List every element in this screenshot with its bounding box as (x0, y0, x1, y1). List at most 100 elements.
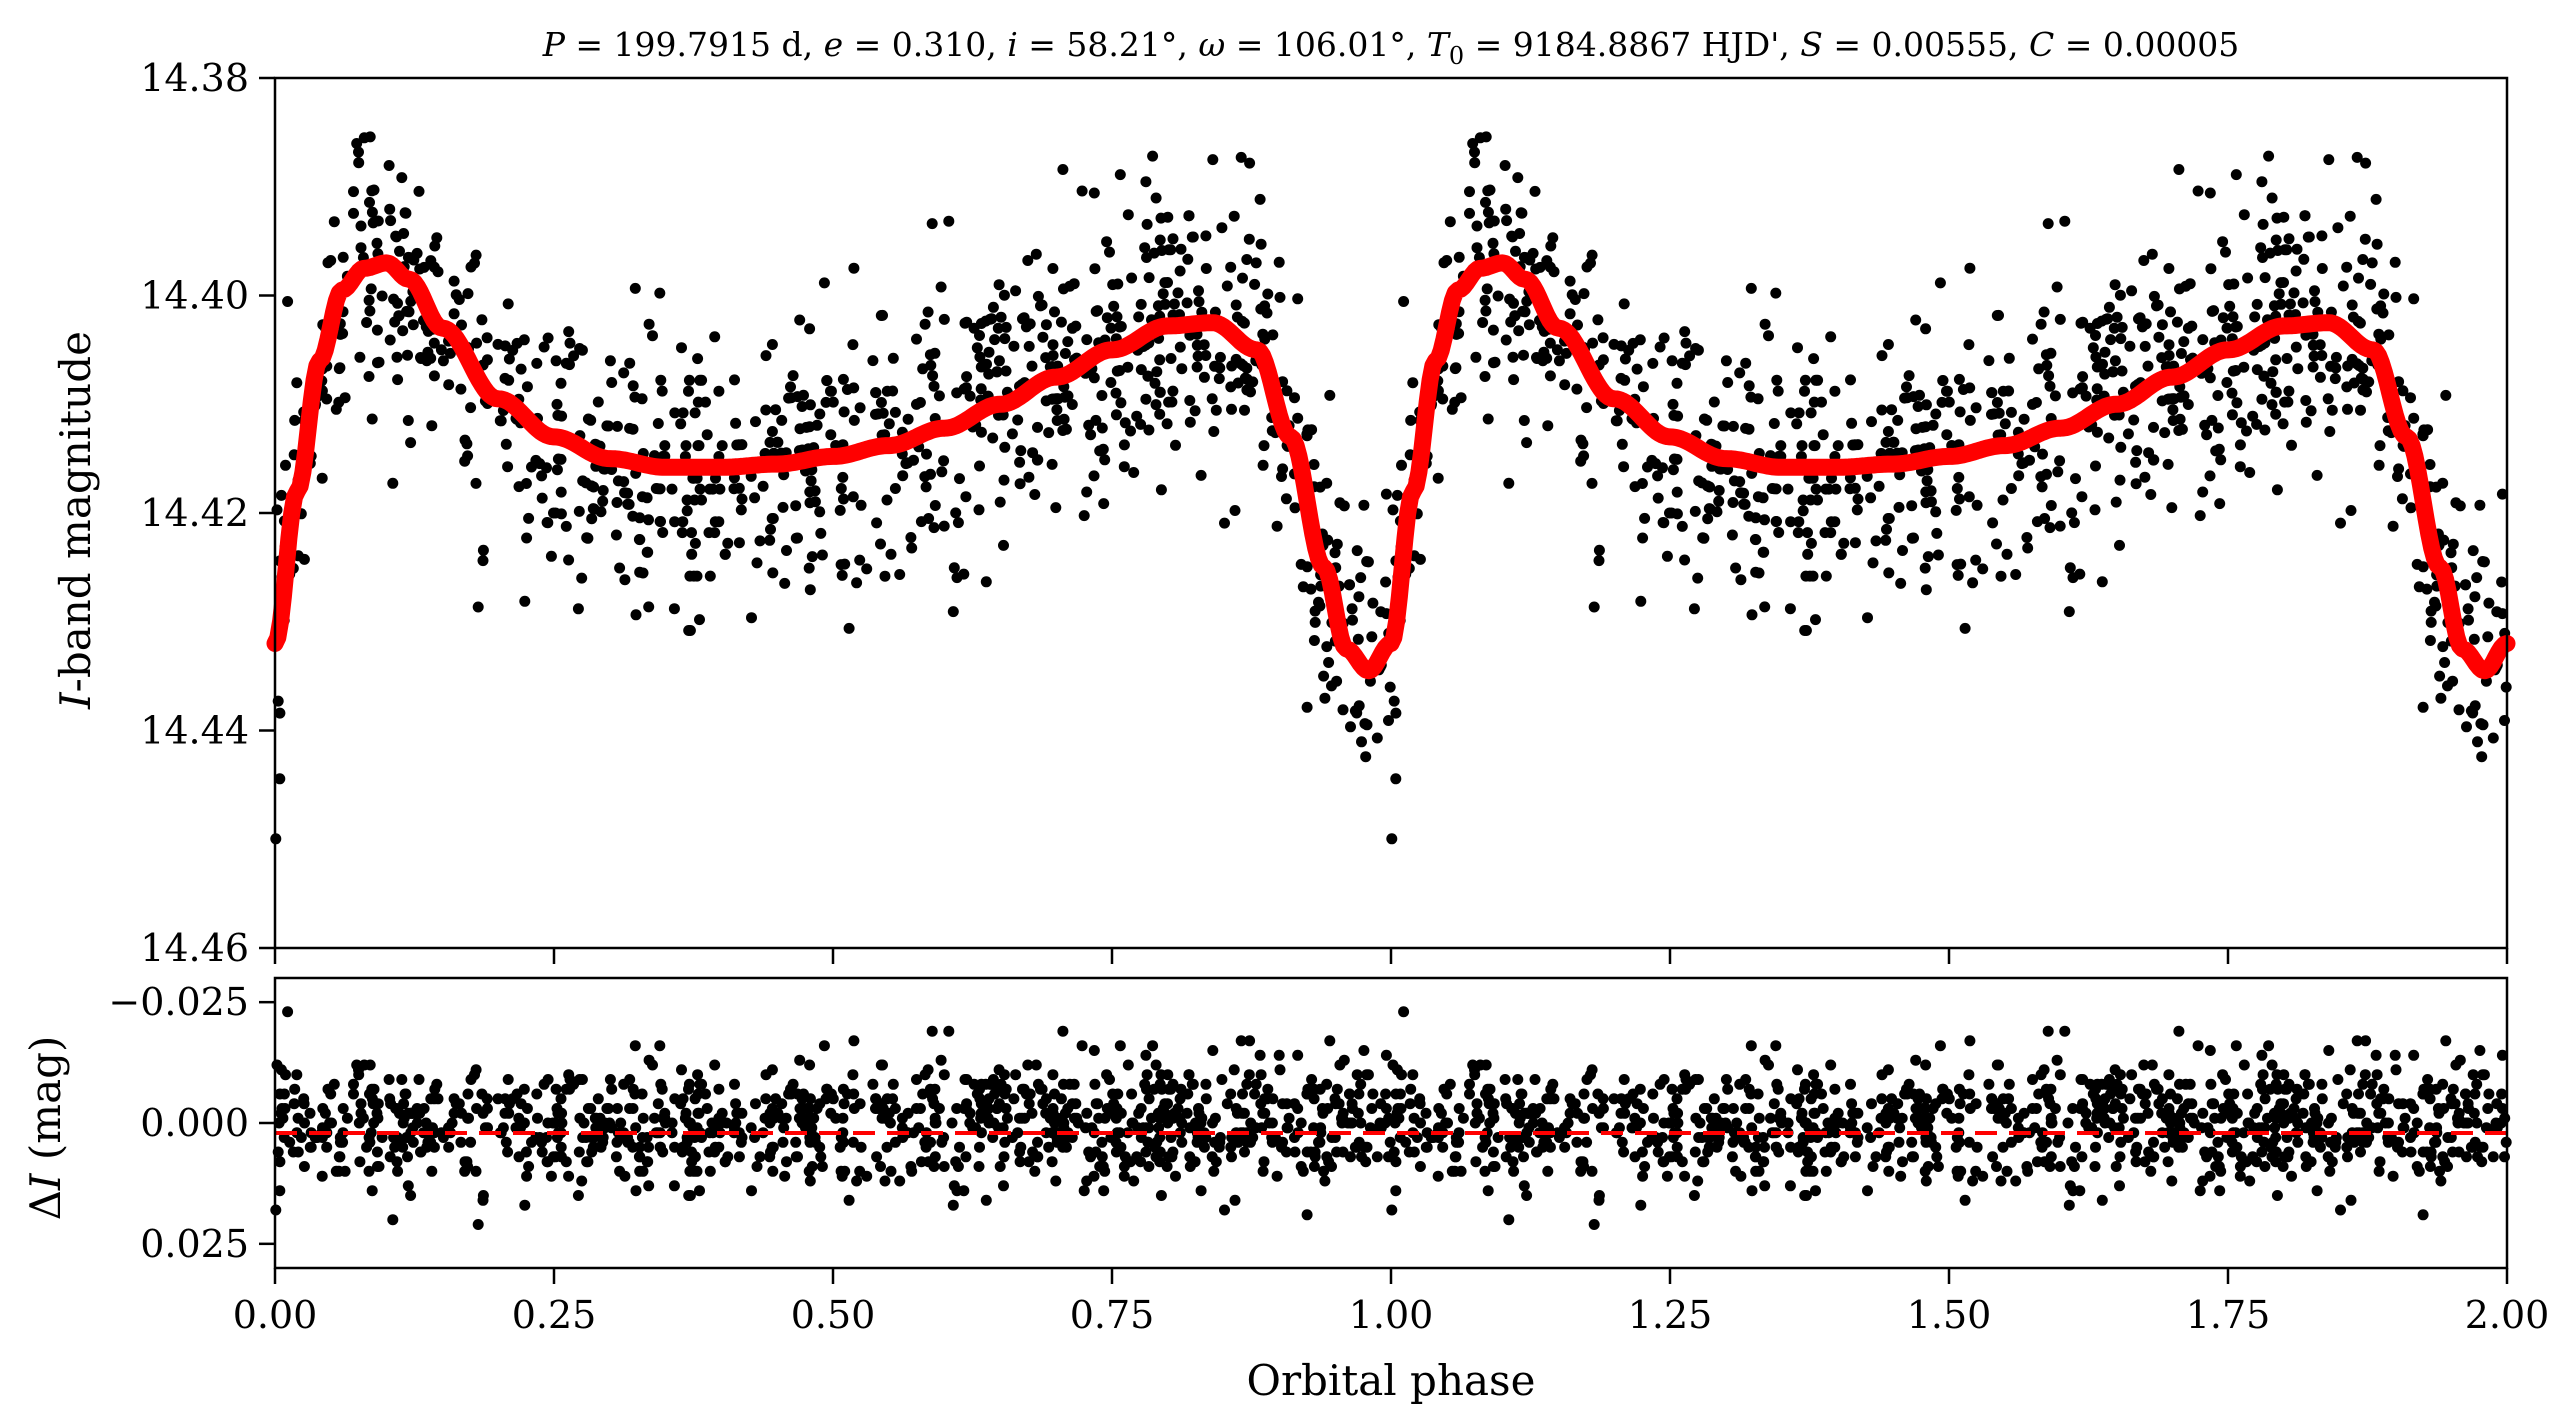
observation-point (2417, 701, 2429, 713)
observation-point (1055, 316, 1067, 328)
observation-point (2273, 288, 2285, 300)
observation-point (2472, 736, 2483, 748)
observation-point (353, 157, 365, 169)
residual-point (1088, 1045, 1100, 1056)
observation-point (1895, 577, 1907, 589)
observation-point (560, 520, 572, 532)
observation-point (933, 390, 945, 402)
residual-point (2226, 1136, 2238, 1148)
observation-point (2204, 187, 2216, 199)
observation-point (2396, 493, 2408, 505)
residual-point (618, 1078, 630, 1090)
residual-point (1047, 1103, 1059, 1114)
residual-point (1883, 1165, 1895, 1177)
observation-point (2272, 245, 2284, 256)
observation-point (1135, 418, 1147, 430)
residual-point (1586, 1165, 1598, 1177)
observation-point (1168, 298, 1180, 310)
residual-point (1527, 1117, 1539, 1129)
residual-point (298, 1098, 310, 1110)
residual-point (1367, 1088, 1379, 1100)
residual-point (694, 1185, 705, 1197)
observation-point (1085, 429, 1097, 441)
residual-point (2300, 1161, 2312, 1172)
observation-point (1371, 732, 1383, 744)
observation-point (2311, 469, 2323, 481)
observation-point (2265, 377, 2277, 389)
residual-point (2226, 1146, 2238, 1158)
observation-point (1846, 417, 1858, 429)
residual-point (2405, 1146, 2417, 1158)
observation-point (1481, 283, 1493, 295)
observation-point (1634, 334, 1646, 346)
residual-point (1110, 1146, 1122, 1158)
observation-point (2413, 581, 2425, 593)
residual-point (2325, 1112, 2337, 1124)
observation-point (1892, 414, 1904, 426)
observation-point (676, 342, 687, 354)
residual-point (1997, 1141, 2009, 1153)
observation-point (555, 508, 567, 520)
observation-point (1792, 527, 1804, 539)
residual-point (1338, 1054, 1350, 1066)
residual-point (1808, 1088, 1820, 1100)
residual-point (2049, 1103, 2061, 1114)
observation-point (1276, 471, 1287, 482)
observation-point (1388, 695, 1400, 707)
observation-point (1763, 330, 1774, 342)
residual-point (730, 1098, 742, 1110)
x-tick-label: 0.00 (233, 1293, 318, 1337)
observation-point (1487, 237, 1499, 249)
residual-point (701, 1103, 713, 1114)
observation-point (459, 434, 471, 446)
residual-point (292, 1112, 304, 1124)
observation-point (1952, 569, 1964, 581)
residual-point (938, 1161, 950, 1172)
residual-point (2012, 1122, 2024, 1134)
observation-point (1817, 429, 1829, 441)
y-tick-label: 0.000 (140, 1101, 249, 1145)
residual-point (654, 1040, 666, 1052)
residual-point (1671, 1151, 1683, 1163)
residual-point (1435, 1107, 1447, 1119)
observation-point (950, 507, 962, 519)
observation-point (1261, 307, 1273, 319)
residual-point (2259, 1122, 2271, 1134)
residual-point (563, 1170, 575, 1182)
residual-point (1008, 1093, 1020, 1105)
residual-point (319, 1107, 331, 1119)
residual-point (503, 1098, 515, 1110)
residual-point (1882, 1103, 1894, 1114)
residual-point (1963, 1069, 1975, 1081)
observation-point (1881, 523, 1892, 535)
residual-point (1983, 1078, 1995, 1090)
observation-point (2292, 363, 2304, 375)
residual-point (1581, 1136, 1593, 1148)
observation-point (1125, 425, 1136, 437)
residual-point (1731, 1117, 1743, 1129)
observation-point (851, 577, 863, 589)
observation-point (502, 298, 514, 310)
observation-point (676, 527, 688, 539)
observation-point (328, 216, 340, 228)
observation-point (1062, 336, 1074, 348)
residual-point (2440, 1035, 2452, 1047)
observation-point (564, 337, 576, 349)
observation-point (815, 527, 827, 539)
observation-point (2309, 285, 2320, 297)
residual-point (1922, 1161, 1934, 1172)
observation-point (1200, 263, 1212, 274)
residual-point (1658, 1156, 1670, 1168)
observation-point (1785, 516, 1797, 528)
observation-point (2111, 311, 2123, 323)
residual-point (634, 1141, 646, 1153)
observation-point (1274, 291, 1286, 303)
observation-point (2040, 349, 2052, 361)
observation-point (1631, 363, 1643, 375)
residual-point (1000, 1103, 1012, 1114)
observation-point (1193, 285, 1204, 297)
observation-point (1531, 352, 1542, 363)
observation-point (2139, 471, 2151, 483)
residual-point (2089, 1161, 2101, 1172)
